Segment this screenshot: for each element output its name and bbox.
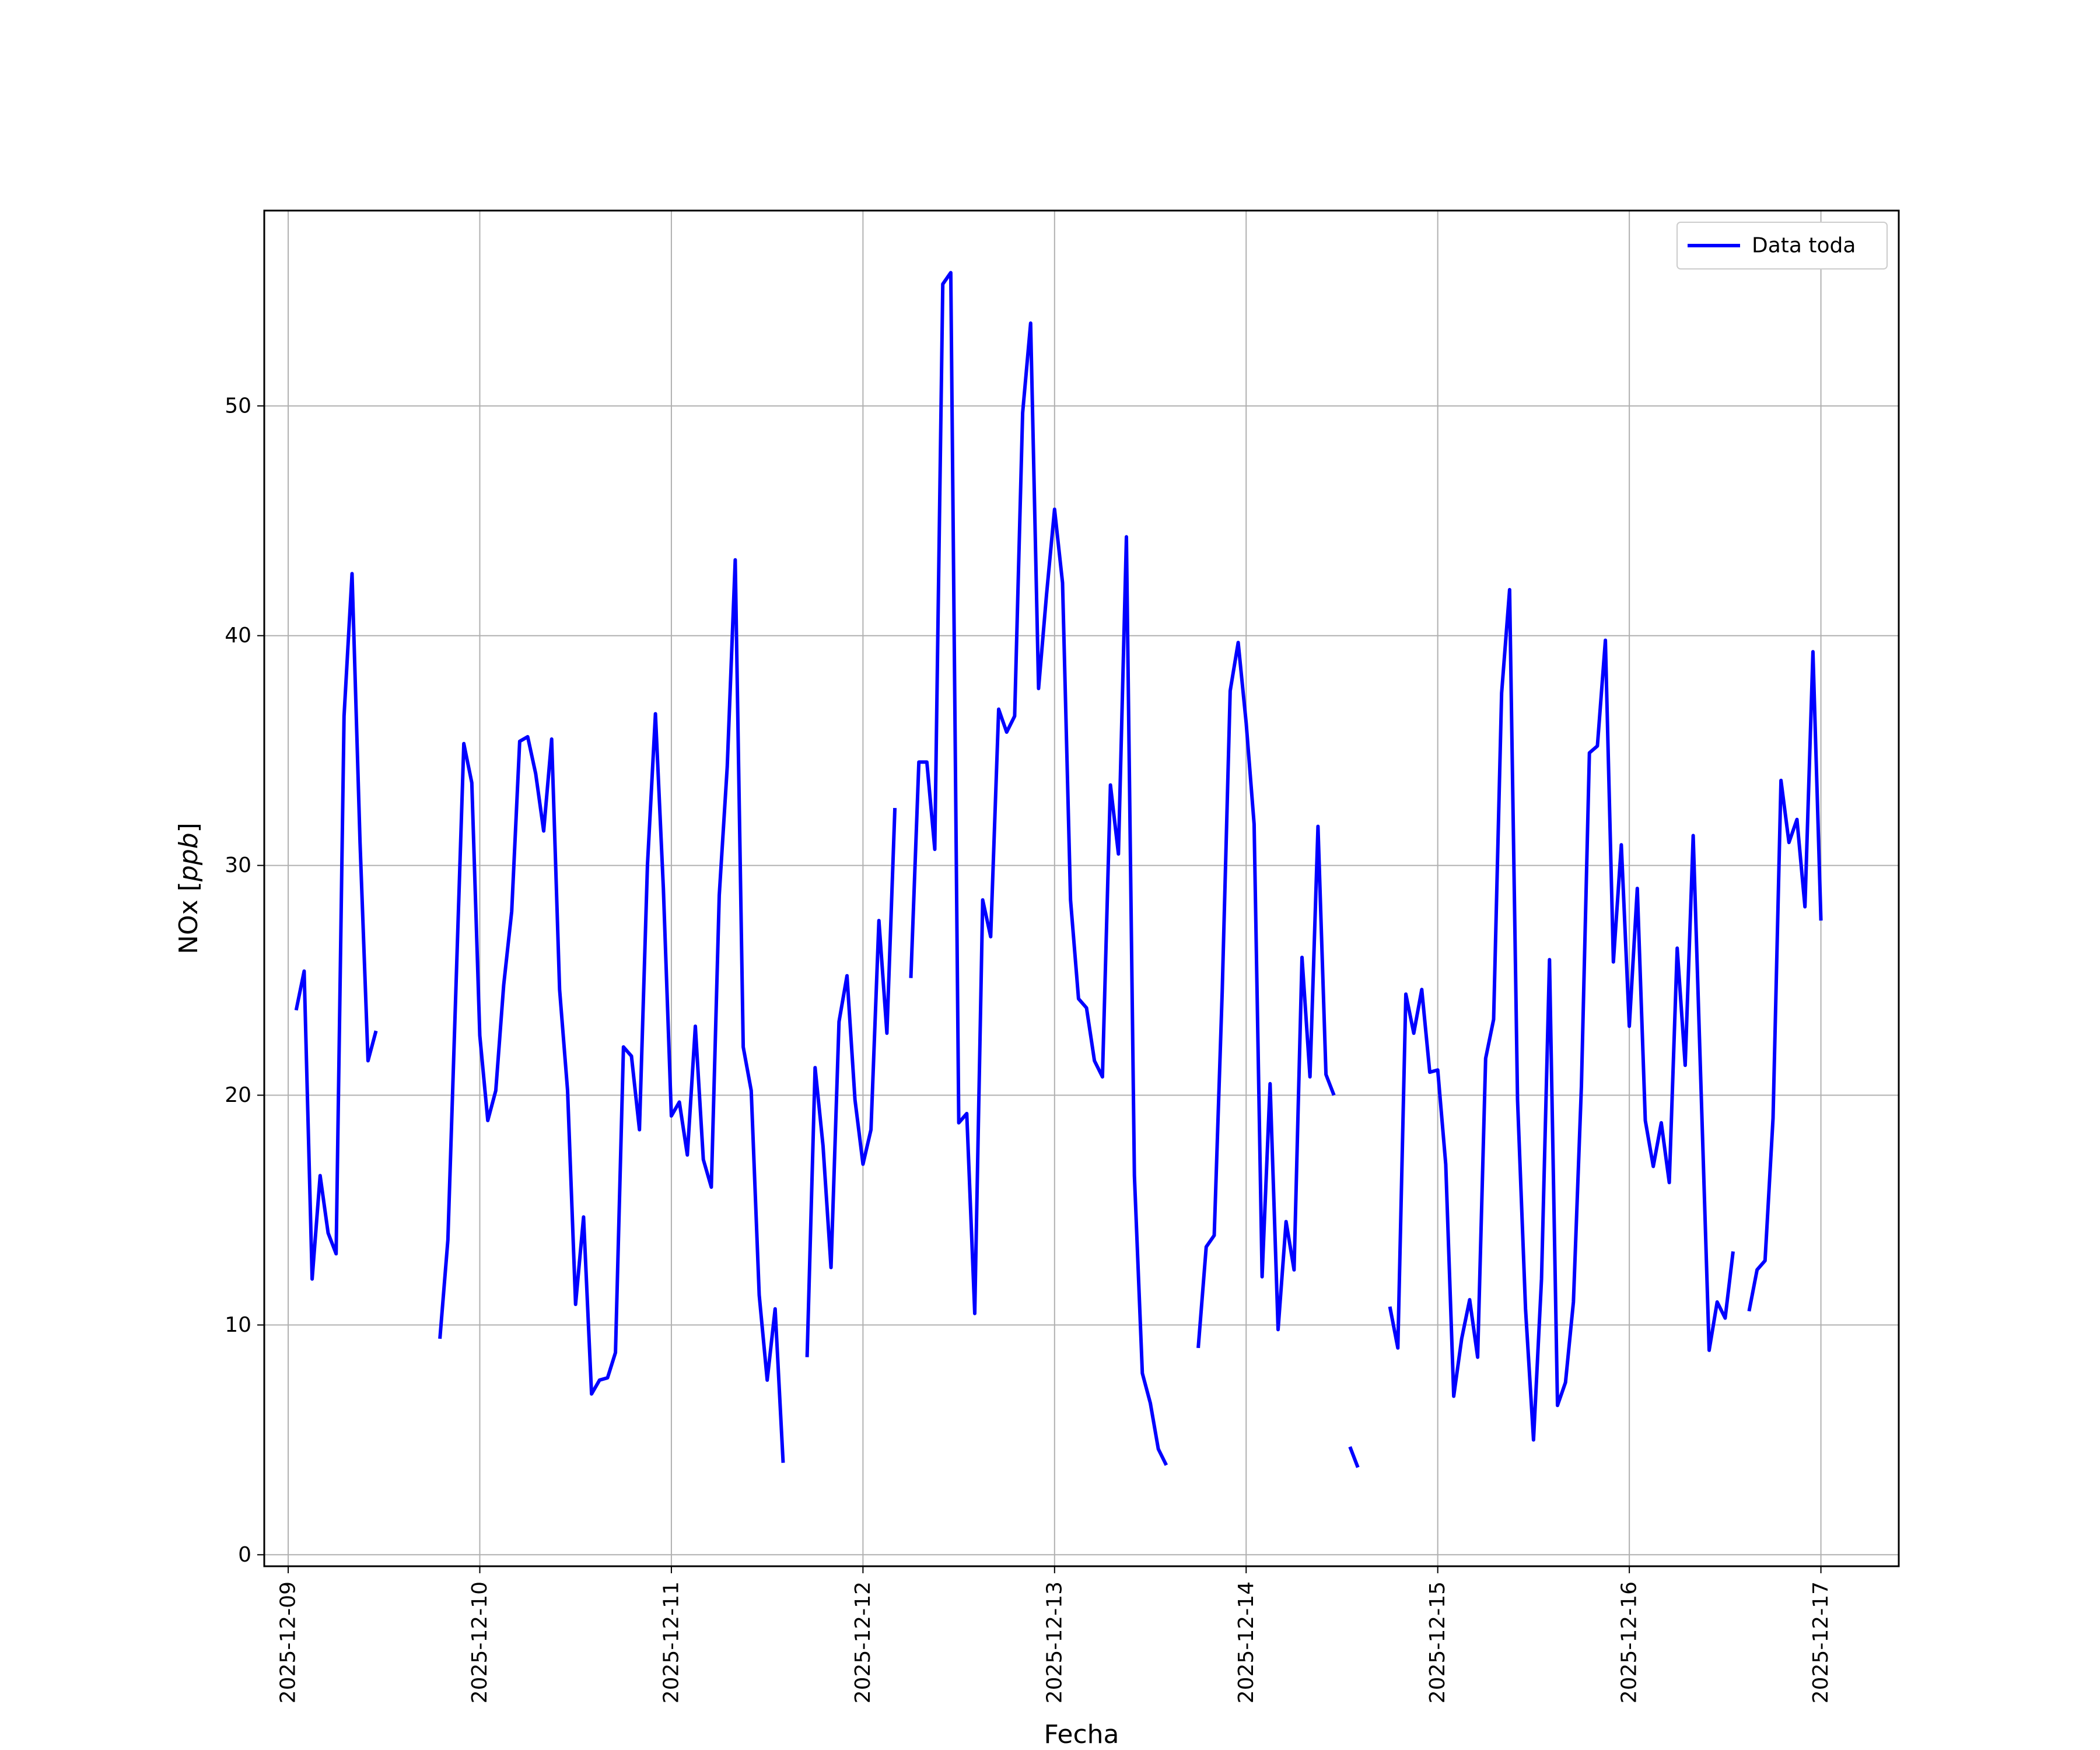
y-axis-title-prefix: NOx [ xyxy=(174,881,204,954)
series-lines xyxy=(294,271,1823,1468)
series-line-segment xyxy=(805,807,897,1357)
y-tick-label: 40 xyxy=(225,624,251,648)
y-tick-label: 30 xyxy=(225,853,251,877)
x-tick-label: 2025-12-13 xyxy=(1042,1581,1066,1703)
y-tick-label: 0 xyxy=(238,1543,251,1567)
x-axis-title: Fecha xyxy=(1044,1720,1119,1749)
grid-lines xyxy=(264,211,1899,1566)
series-line-segment xyxy=(294,572,378,1281)
x-tick-label: 2025-12-12 xyxy=(851,1581,875,1703)
series-line-segment xyxy=(1196,640,1336,1349)
series-line-segment xyxy=(438,558,785,1463)
x-tick-label: 2025-12-11 xyxy=(659,1581,683,1703)
legend-label: Data toda xyxy=(1752,234,1856,258)
y-tick-label: 10 xyxy=(225,1313,251,1337)
x-tick-label: 2025-12-09 xyxy=(276,1581,300,1703)
series-line-segment xyxy=(1747,650,1823,1312)
legend-box xyxy=(1676,222,1888,270)
legend: Data toda xyxy=(1676,222,1888,270)
x-tick-label: 2025-12-15 xyxy=(1426,1581,1450,1703)
y-axis-title-unit: ppb xyxy=(174,832,204,882)
x-tick-label: 2025-12-16 xyxy=(1618,1581,1642,1703)
x-tick-label: 2025-12-17 xyxy=(1809,1581,1833,1703)
axis-ticks: 2025-12-09 2025-12-10 2025-12-11 2025-12-12… xyxy=(225,394,1833,1703)
y-axis-title-suffix: ] xyxy=(174,822,204,832)
x-tick-label: 2025-12-14 xyxy=(1234,1581,1258,1703)
y-tick-label: 20 xyxy=(225,1083,251,1107)
series-line-segment xyxy=(1348,1446,1360,1468)
x-tick-label: 2025-12-10 xyxy=(468,1581,492,1703)
y-axis-title: NOx [ppb] xyxy=(174,822,204,954)
plot-area-frame xyxy=(263,209,1900,1567)
y-tick-label: 50 xyxy=(225,394,251,418)
series-line-segment xyxy=(1388,587,1735,1442)
series-line-segment xyxy=(909,271,1168,1466)
